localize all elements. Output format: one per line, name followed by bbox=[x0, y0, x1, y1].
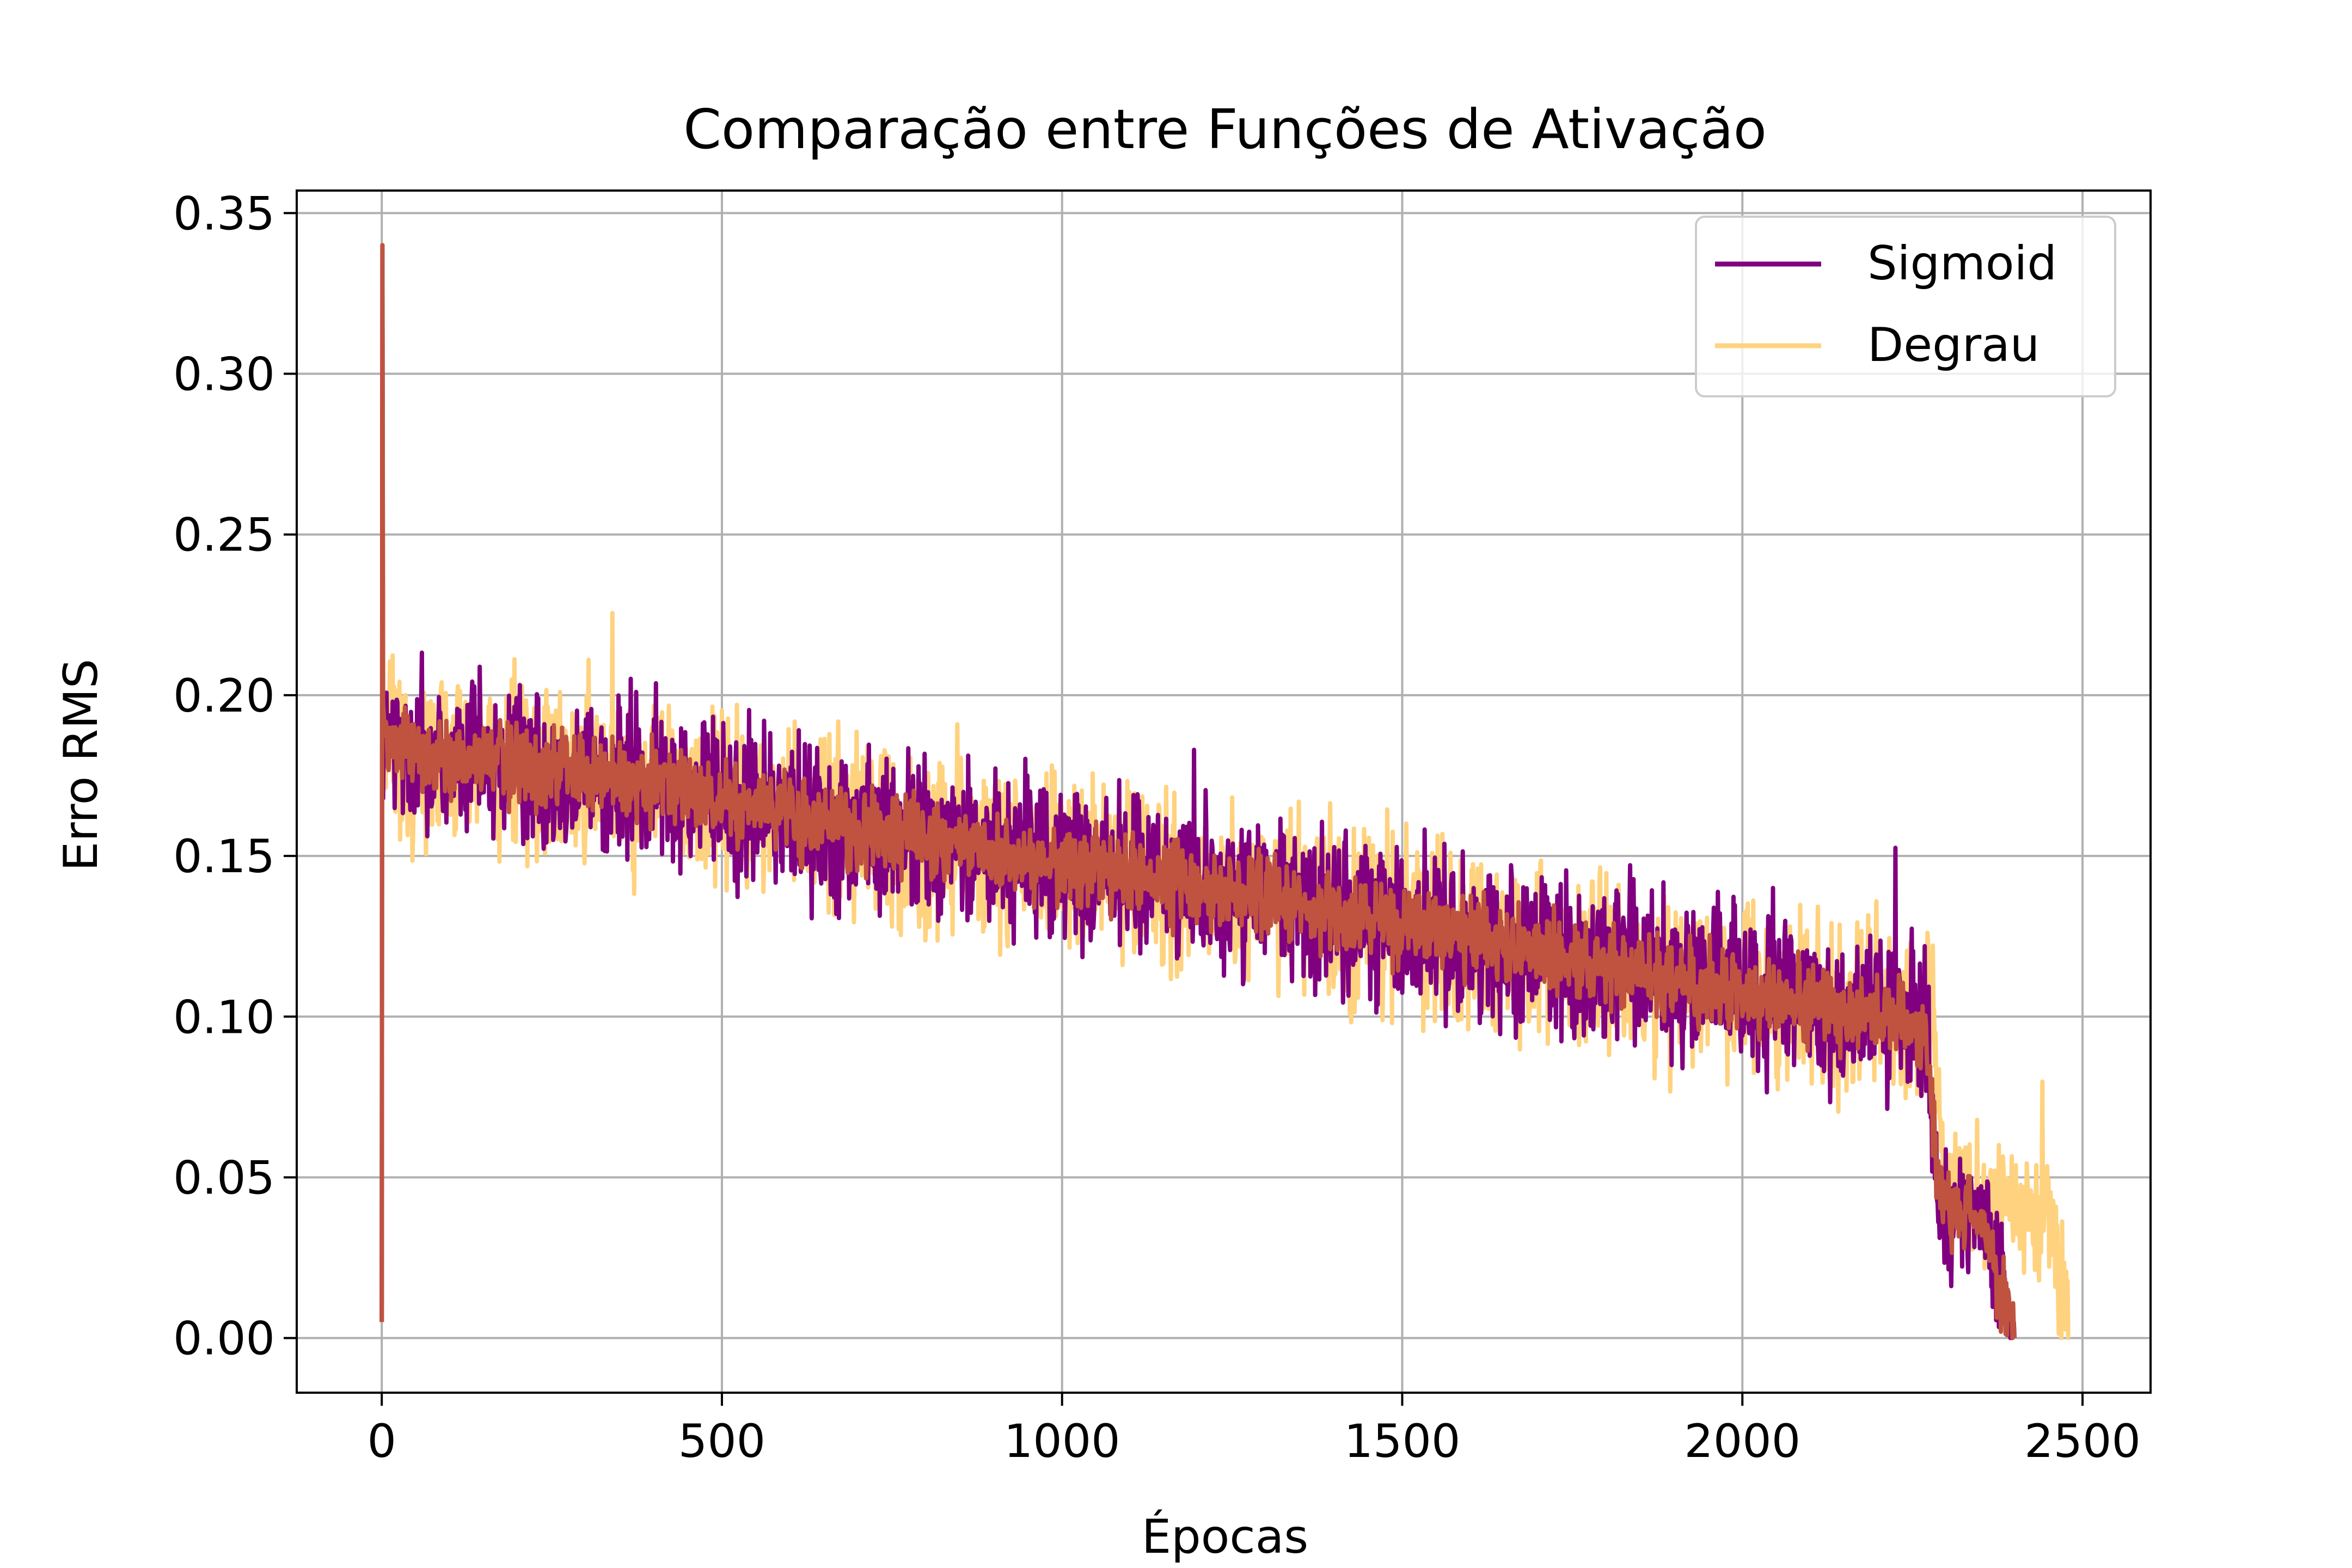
x-tick-label: 0 bbox=[367, 1414, 396, 1468]
series-sigmoid-line bbox=[379, 243, 2017, 1340]
chart-title: Comparação entre Funções de Ativação bbox=[683, 97, 1767, 161]
x-tick-label: 2500 bbox=[2024, 1414, 2141, 1468]
y-tick-label: 0.20 bbox=[173, 669, 275, 722]
legend-label-sigmoid: Sigmoid bbox=[1867, 236, 2057, 291]
series-layer bbox=[379, 243, 2071, 1340]
y-tick-label: 0.05 bbox=[173, 1151, 275, 1204]
y-tick-label: 0.00 bbox=[173, 1312, 275, 1365]
x-tick-label: 1500 bbox=[1344, 1414, 1461, 1468]
y-axis-label: Erro RMS bbox=[54, 659, 108, 871]
legend-label-degrau: Degrau bbox=[1867, 318, 2039, 372]
y-tick-label: 0.30 bbox=[173, 348, 275, 401]
series-overlap-line bbox=[379, 243, 2017, 1340]
legend: Sigmoid Degrau bbox=[1695, 216, 2116, 397]
plot-frame bbox=[296, 189, 2152, 1394]
x-tick-label: 1000 bbox=[1004, 1414, 1120, 1468]
x-axis-label: Épocas bbox=[1142, 1509, 1308, 1564]
y-tick-label: 0.35 bbox=[173, 187, 275, 240]
y-tick-label: 0.25 bbox=[173, 509, 275, 562]
x-axis: 0 500 1000 1500 2000 2500 bbox=[367, 1393, 2141, 1468]
y-axis: 0.00 0.05 0.10 0.15 0.20 0.25 0.30 0.35 bbox=[173, 187, 297, 1365]
x-tick-label: 500 bbox=[678, 1414, 765, 1468]
y-tick-label: 0.15 bbox=[173, 830, 275, 883]
y-tick-label: 0.10 bbox=[173, 990, 275, 1044]
x-tick-label: 2000 bbox=[1684, 1414, 1800, 1468]
